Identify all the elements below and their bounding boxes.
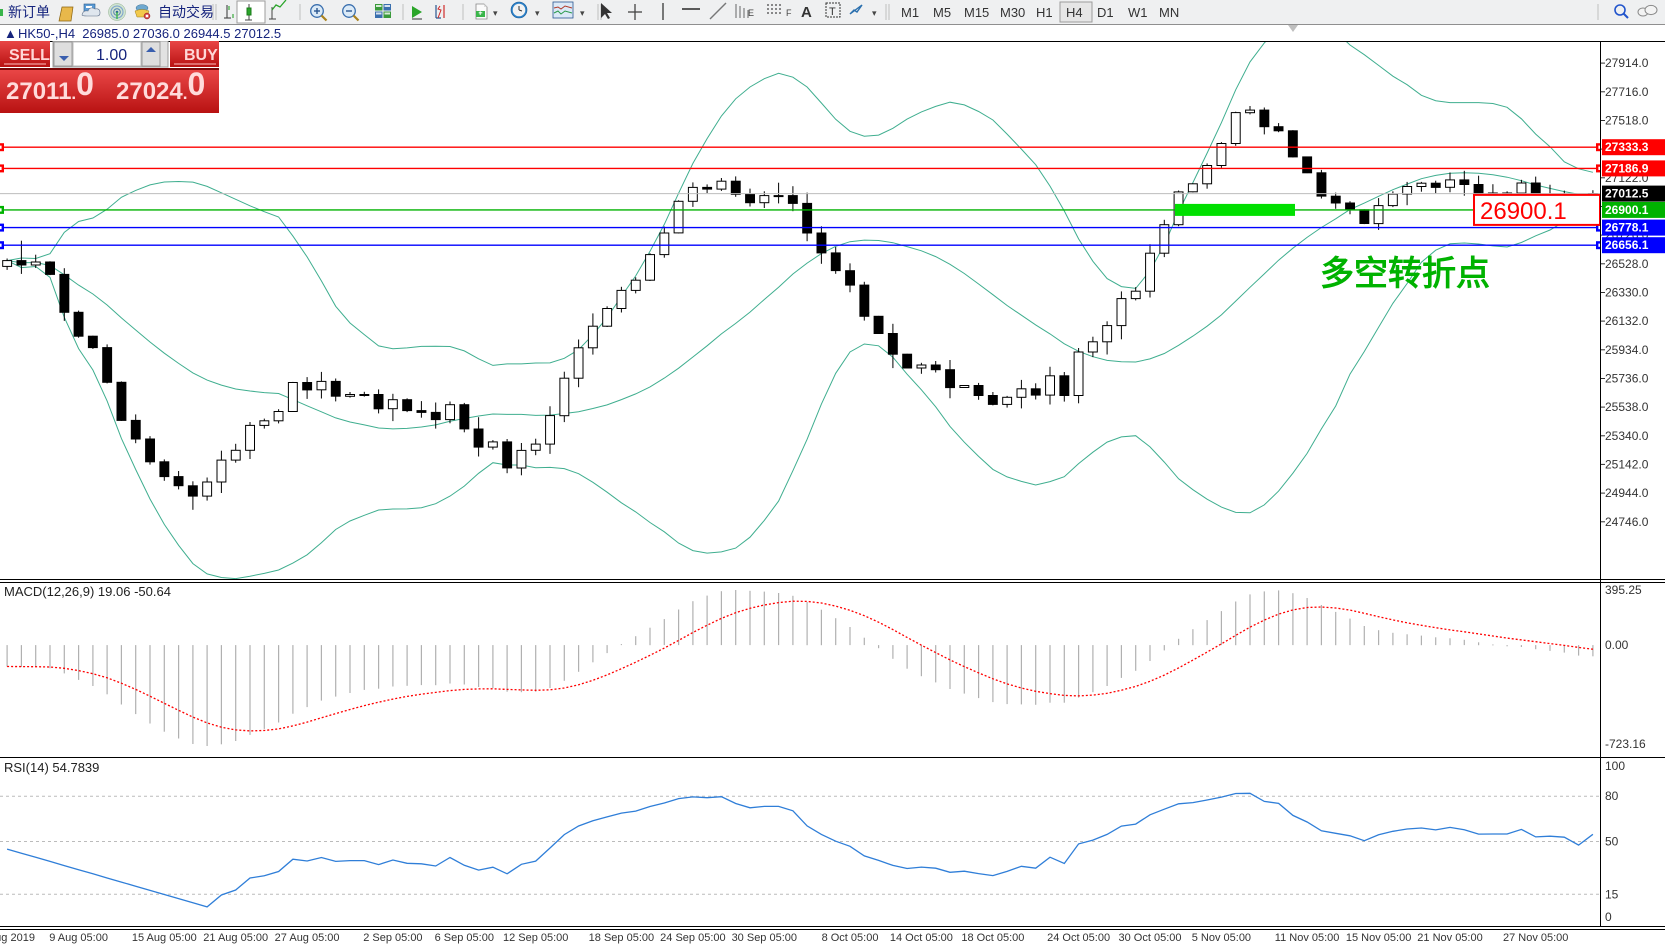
svg-text:24944.0: 24944.0	[1605, 486, 1649, 500]
svg-text:M5: M5	[933, 5, 951, 20]
svg-text:自动交易: 自动交易	[158, 4, 214, 20]
svg-text:27333.3: 27333.3	[1605, 140, 1649, 154]
svg-text:30 Oct 05:00: 30 Oct 05:00	[1119, 932, 1182, 944]
svg-text:RSI(14) 54.7839: RSI(14) 54.7839	[4, 760, 99, 775]
svg-text:21 Nov 05:00: 21 Nov 05:00	[1417, 932, 1482, 944]
svg-text:▾: ▾	[872, 8, 877, 18]
svg-text:26778.1: 26778.1	[1605, 221, 1649, 235]
svg-text:26528.0: 26528.0	[1605, 257, 1649, 271]
svg-text:26656.1: 26656.1	[1605, 238, 1649, 252]
svg-text:8 Oct 05:00: 8 Oct 05:00	[822, 932, 879, 944]
svg-text:24 Oct 05:00: 24 Oct 05:00	[1047, 932, 1110, 944]
svg-text:27914.0: 27914.0	[1605, 56, 1649, 70]
svg-text:▾: ▾	[535, 8, 540, 18]
svg-text:26330.0: 26330.0	[1605, 286, 1649, 300]
svg-text:5 Nov 05:00: 5 Nov 05:00	[1192, 932, 1251, 944]
svg-text:多空转折点: 多空转折点	[1320, 255, 1490, 293]
svg-text:MN: MN	[1159, 5, 1179, 20]
svg-text:26900.1: 26900.1	[1605, 203, 1649, 217]
svg-text:H1: H1	[1036, 5, 1053, 20]
svg-text:50: 50	[1605, 835, 1619, 849]
svg-text:24746.0: 24746.0	[1605, 515, 1649, 529]
svg-text:27518.0: 27518.0	[1605, 114, 1649, 128]
svg-text:25538.0: 25538.0	[1605, 400, 1649, 414]
svg-text:26900.1: 26900.1	[1480, 198, 1567, 225]
svg-text:E: E	[748, 8, 754, 18]
svg-text:M30: M30	[1000, 5, 1025, 20]
svg-text:27186.9: 27186.9	[1605, 161, 1649, 175]
svg-text:新订单: 新订单	[8, 4, 50, 20]
svg-text:9 Aug 05:00: 9 Aug 05:00	[49, 932, 108, 944]
svg-text:25142.0: 25142.0	[1605, 457, 1649, 471]
svg-text:21 Aug 05:00: 21 Aug 05:00	[203, 932, 268, 944]
svg-text:2 Sep 05:00: 2 Sep 05:00	[363, 932, 422, 944]
svg-text:12 Sep 05:00: 12 Sep 05:00	[503, 932, 568, 944]
svg-text:0: 0	[1605, 910, 1612, 924]
svg-text:H4: H4	[1066, 5, 1083, 20]
svg-text:D1: D1	[1097, 5, 1114, 20]
svg-text:25736.0: 25736.0	[1605, 372, 1649, 386]
svg-text:100: 100	[1605, 759, 1625, 773]
svg-text:26132.0: 26132.0	[1605, 314, 1649, 328]
svg-text:18 Sep 05:00: 18 Sep 05:00	[589, 932, 654, 944]
svg-text:6 Sep 05:00: 6 Sep 05:00	[435, 932, 494, 944]
svg-text:▾: ▾	[580, 8, 585, 18]
svg-text:F: F	[786, 8, 792, 18]
svg-text:T: T	[829, 6, 836, 18]
svg-text:A: A	[801, 4, 812, 21]
svg-text:15: 15	[1605, 887, 1619, 901]
svg-text:27716.0: 27716.0	[1605, 85, 1649, 99]
svg-text:0.00: 0.00	[1605, 638, 1629, 652]
svg-text:18 Oct 05:00: 18 Oct 05:00	[961, 932, 1024, 944]
svg-text:27 Aug 05:00: 27 Aug 05:00	[275, 932, 340, 944]
svg-text:M1: M1	[901, 5, 919, 20]
svg-text:30 Sep 05:00: 30 Sep 05:00	[732, 932, 797, 944]
svg-text:▾: ▾	[493, 8, 498, 18]
svg-text:395.25: 395.25	[1605, 583, 1642, 597]
svg-text:5 Aug 2019: 5 Aug 2019	[0, 932, 35, 944]
svg-text:25340.0: 25340.0	[1605, 429, 1649, 443]
svg-text:11 Nov 05:00: 11 Nov 05:00	[1275, 932, 1340, 944]
svg-text:14 Oct 05:00: 14 Oct 05:00	[890, 932, 953, 944]
svg-text:27 Nov 05:00: 27 Nov 05:00	[1503, 932, 1568, 944]
svg-text:27012.5: 27012.5	[1605, 187, 1649, 201]
svg-text:24 Sep 05:00: 24 Sep 05:00	[660, 932, 725, 944]
svg-text:15 Nov 05:00: 15 Nov 05:00	[1346, 932, 1411, 944]
svg-text:15 Aug 05:00: 15 Aug 05:00	[132, 932, 197, 944]
svg-text:W1: W1	[1128, 5, 1148, 20]
svg-text:80: 80	[1605, 789, 1619, 803]
svg-text:-723.16: -723.16	[1605, 737, 1646, 751]
svg-text:25934.0: 25934.0	[1605, 343, 1649, 357]
svg-text:M15: M15	[964, 5, 989, 20]
svg-text:MACD(12,26,9) 19.06 -50.64: MACD(12,26,9) 19.06 -50.64	[4, 584, 171, 599]
